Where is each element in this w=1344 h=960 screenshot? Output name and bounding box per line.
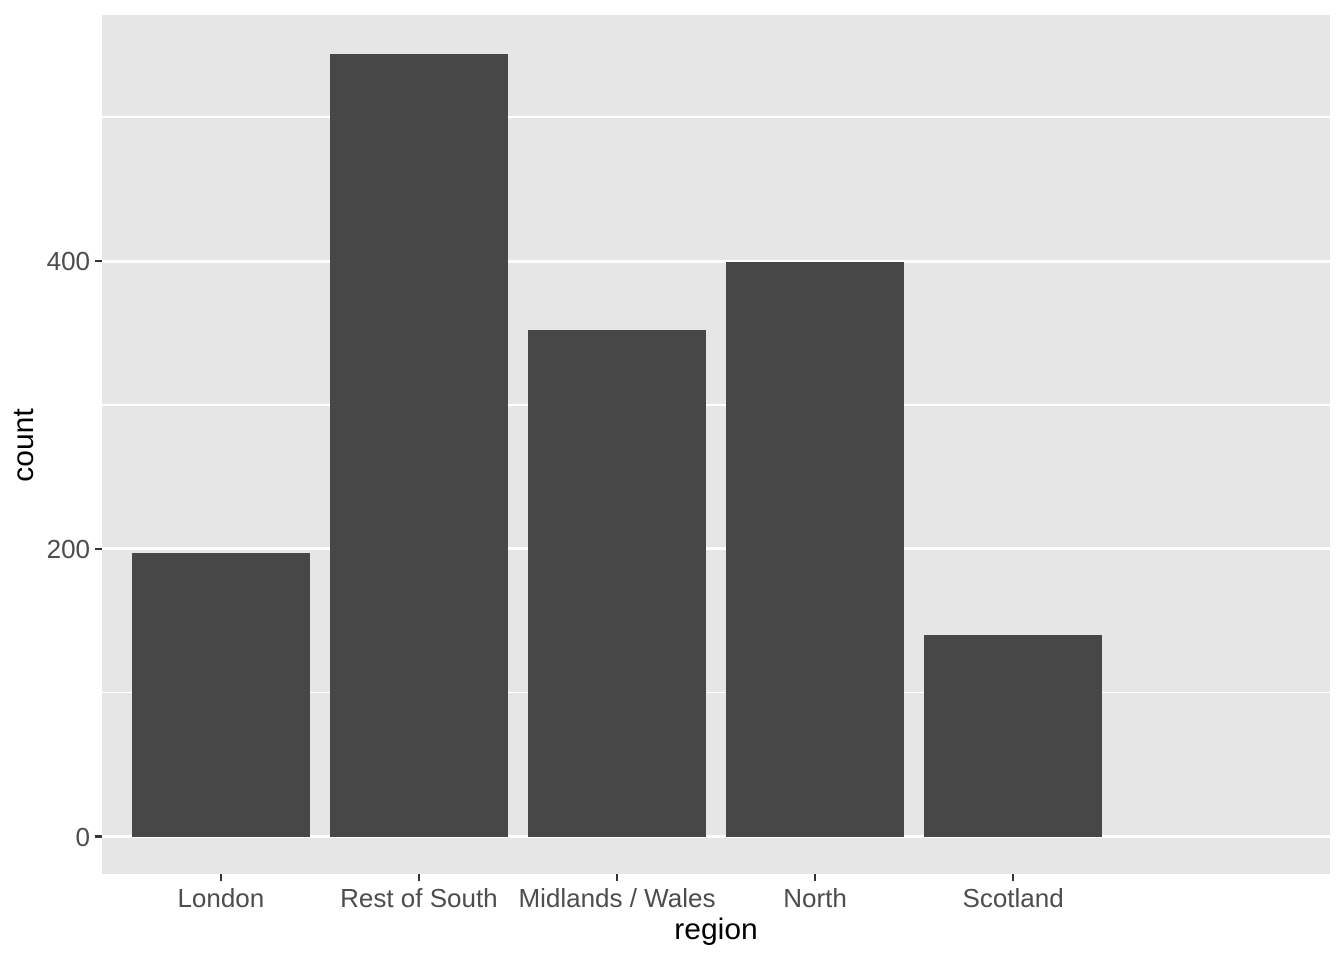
bar-Scotland	[923, 635, 1103, 837]
y-axis-tick	[95, 547, 102, 551]
y-axis-tick	[95, 835, 102, 838]
major-gridline	[102, 547, 1330, 551]
x-axis-tick	[813, 874, 817, 881]
x-tick-label: North	[783, 883, 847, 913]
bar-London	[131, 553, 310, 837]
x-axis-tick	[417, 874, 421, 881]
y-axis-title: count	[7, 408, 40, 482]
x-axis-tick	[219, 874, 223, 881]
y-tick-label: 0	[75, 821, 90, 852]
plot-panel	[102, 15, 1330, 874]
bar-Midlands / Wales	[527, 330, 707, 837]
minor-gridline	[102, 404, 1330, 406]
y-axis-tick	[95, 259, 102, 263]
major-gridline	[102, 259, 1330, 263]
x-tick-label: Rest of South	[340, 883, 498, 913]
major-gridline	[102, 835, 1330, 839]
bar-North	[725, 262, 905, 837]
x-tick-label: Scotland	[962, 883, 1064, 913]
y-tick-label: 400	[46, 246, 90, 277]
y-tick-label: 200	[46, 533, 90, 564]
x-axis-title: region	[674, 913, 758, 946]
x-tick-label: London	[177, 883, 265, 913]
bar-Rest of South	[329, 53, 509, 837]
x-tick-label: Midlands / Wales	[518, 883, 716, 913]
x-axis-tick	[1011, 874, 1015, 881]
minor-gridline	[102, 116, 1330, 118]
minor-gridline	[102, 691, 1330, 694]
x-axis-tick	[615, 874, 619, 881]
